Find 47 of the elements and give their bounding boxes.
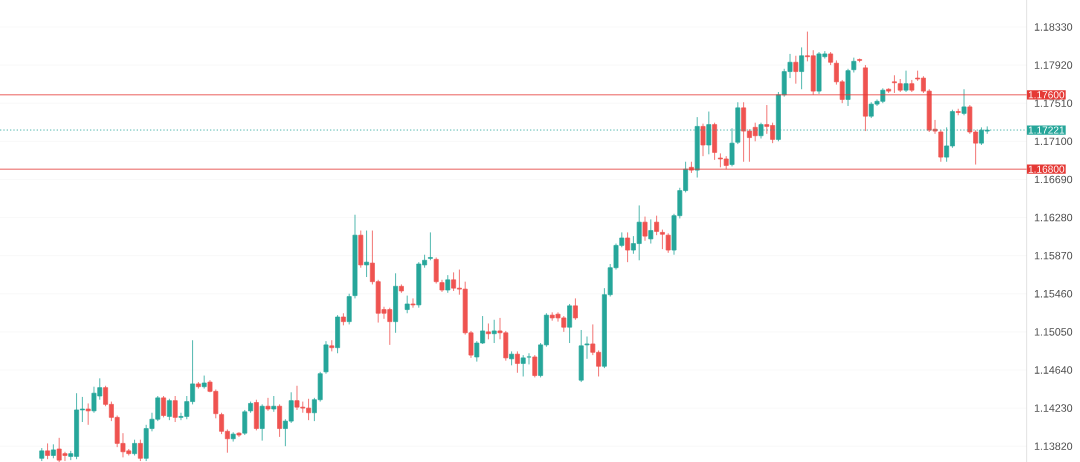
candlestick	[532, 354, 538, 378]
y-tick-label: 1.15870	[1034, 251, 1073, 260]
y-tick-label: 1.15050	[1034, 328, 1073, 336]
y-tick-label: 1.18330	[1034, 23, 1073, 31]
ref-line-label: 1.16800	[1028, 165, 1065, 173]
candlestick	[514, 350, 520, 374]
candlestick	[85, 403, 91, 426]
candlestick	[137, 439, 143, 462]
y-tick-label: 1.14640	[1034, 366, 1073, 374]
candlestick	[793, 55, 799, 85]
y-tick-label: 1.15460	[1034, 289, 1073, 298]
y-tick-label: 1.13820	[1034, 442, 1073, 450]
candlestick	[433, 257, 439, 284]
candlestick	[659, 229, 665, 250]
y-tick-label: 1.17920	[1034, 61, 1073, 69]
candlestick	[665, 232, 671, 254]
candlestick	[648, 218, 654, 244]
candlestick	[265, 397, 271, 412]
candlestick	[625, 231, 631, 263]
candlestick	[259, 403, 265, 442]
candlestick	[892, 74, 897, 94]
candlestick	[161, 395, 167, 418]
candlestick	[799, 47, 805, 90]
y-tick-label: 1.14230	[1034, 404, 1073, 412]
ref-line-label: 1.17221	[1028, 126, 1065, 134]
candlestick	[903, 70, 909, 93]
candlestick	[271, 395, 277, 413]
candlestick	[277, 403, 283, 438]
candlestick	[642, 216, 648, 242]
candlestick	[567, 303, 573, 344]
candlestick	[427, 231, 433, 261]
candlestick	[410, 297, 416, 309]
candlestick	[166, 398, 172, 421]
candlestick	[172, 395, 178, 423]
candlestick	[364, 230, 370, 278]
candlestick	[961, 88, 967, 116]
y-tick-label: 1.16690	[1034, 175, 1073, 184]
candlestick	[572, 297, 578, 321]
y-tick-label: 1.17100	[1034, 137, 1073, 146]
y-tick-label: 1.16280	[1034, 213, 1073, 222]
candlestick	[236, 431, 242, 438]
ref-line-label: 1.17600	[1028, 91, 1065, 99]
candlestick	[491, 319, 497, 344]
candlestick	[654, 215, 660, 236]
candlestick	[485, 323, 491, 340]
candlestick	[700, 123, 706, 157]
y-tick-label: 1.17510	[1034, 99, 1073, 107]
